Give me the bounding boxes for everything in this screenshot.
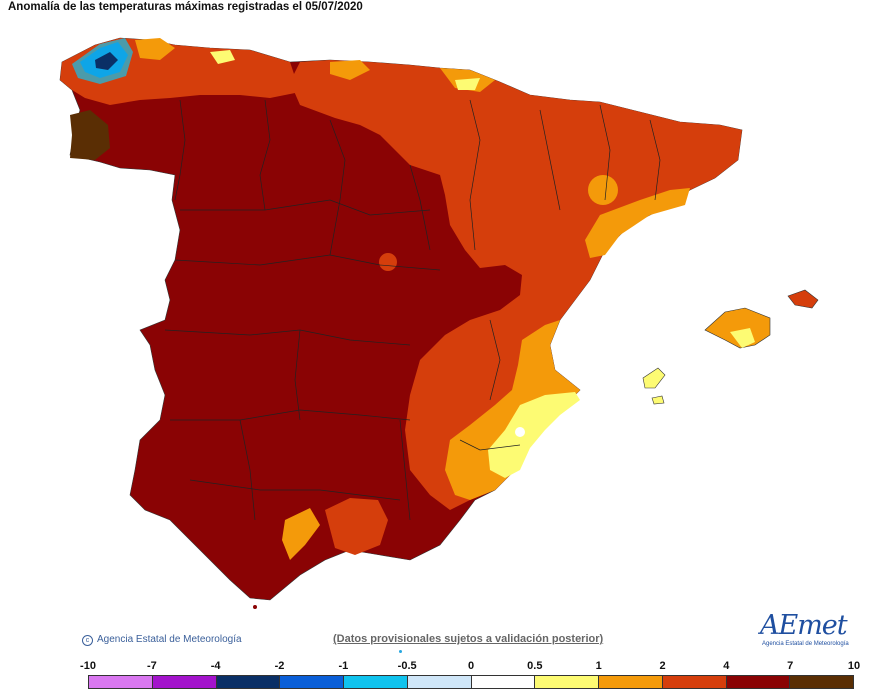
legend-tick-label: -2 [274,660,285,672]
small-spot [253,605,257,609]
legend-swatch [89,676,153,688]
legend-tick-label: 1 [595,660,602,672]
legend-tick-label: 0 [467,660,475,672]
legend-swatch [280,676,344,688]
andalusia-orange-spots [282,508,320,560]
alicante-yellow-region [488,392,580,478]
provisional-data-note: (Datos provisionales sujetos a validació… [333,633,604,645]
aemet-logo-subtitle: Agencia Estatal de Meteorología [762,641,849,647]
legend-swatch [535,676,599,688]
map-title: Anomalía de las temperaturas máximas reg… [8,1,363,13]
legend-swatch [344,676,408,688]
small-marker-dot [399,650,402,653]
valencia-orange-region [445,320,580,500]
legend-swatch [216,676,281,688]
legend-tick-label: -0.5 [397,660,417,672]
aemet-logo-word: AEmet [760,610,848,641]
madrid-red-orange-spot [379,253,397,271]
legend-swatch [407,676,472,688]
legend-swatch [790,676,853,688]
legend-tick-label: -10 [80,660,96,672]
legend-tick-label: -7 [146,660,157,672]
province-borders [164,99,661,521]
legend-swatch [662,676,727,688]
legend-tick-label: 10 [847,660,861,672]
legend-swatch [599,676,663,688]
mallorca-island [704,307,771,349]
legend-tick-label: -1 [338,660,349,672]
galicia-dark-blue-core [95,52,118,70]
credit-text: Agencia Estatal de Meteorología [97,634,242,645]
legend-swatch [152,676,217,688]
legend-swatch [726,676,791,688]
legend-tick-label: 7 [787,660,794,672]
copyright-icon: c [82,635,93,646]
mallorca-yellow-spot [730,328,755,348]
color-legend: -10 -7 -4 -2 -1 -0.5 0 0.5 1 2 4 7 10 [80,660,860,690]
galicia-brown-region [70,110,110,160]
agency-credit: c Agencia Estatal de Meteorología [82,634,242,646]
legend-bar [88,675,854,689]
granada-red-orange-spot [325,498,388,555]
legend-tick-label: 0.5 [527,660,543,672]
alicante-white-spot [515,427,525,437]
legend-tick-label: 2 [659,660,666,672]
legend-tick-label: 4 [723,660,730,672]
aemet-logo: AEmet Agencia Estatal de Meteorología [760,610,849,650]
legend-swatch [471,676,536,688]
legend-tick-label: -4 [210,660,221,672]
ibiza-island [642,367,666,389]
anomaly-map [59,37,819,609]
castellon-orange-region [585,188,690,258]
menorca-island [787,289,819,309]
east-red-orange-region [290,60,742,510]
legend-ticks: -10 -7 -4 -2 -1 -0.5 0 0.5 1 2 4 7 10 [80,660,860,674]
catalonia-orange-spot [588,175,618,205]
formentera-island [651,395,665,405]
